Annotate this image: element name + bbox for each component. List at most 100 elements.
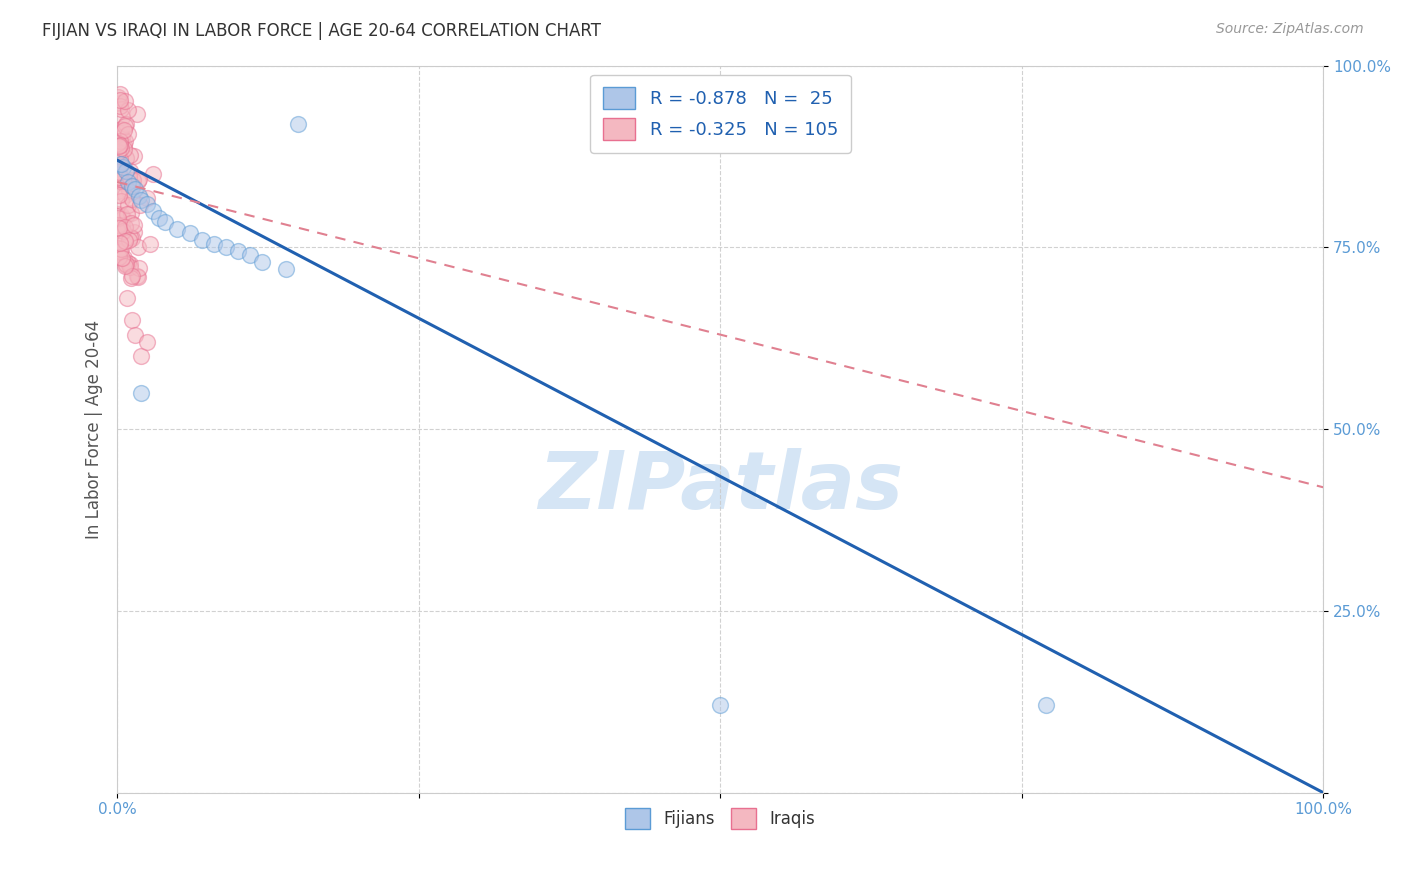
Point bbox=[112, 142, 135, 156]
Point bbox=[118, 169, 141, 183]
Point bbox=[142, 204, 165, 219]
Point bbox=[124, 327, 146, 342]
Point bbox=[108, 126, 131, 140]
Point bbox=[128, 172, 150, 186]
Point bbox=[108, 96, 131, 111]
Point bbox=[114, 94, 136, 108]
Point bbox=[108, 134, 131, 148]
Point bbox=[110, 121, 132, 136]
Point bbox=[114, 119, 136, 133]
Point bbox=[107, 161, 129, 175]
Point bbox=[110, 157, 132, 171]
Point bbox=[108, 169, 131, 184]
Point bbox=[118, 260, 141, 275]
Point bbox=[122, 149, 145, 163]
Point bbox=[108, 223, 131, 237]
Point bbox=[108, 221, 131, 235]
Point bbox=[111, 211, 134, 225]
Point bbox=[108, 174, 131, 188]
Point bbox=[108, 153, 131, 167]
Point bbox=[190, 233, 212, 247]
Point bbox=[115, 291, 138, 305]
Point bbox=[117, 175, 139, 189]
Point bbox=[118, 163, 141, 178]
Point bbox=[108, 99, 131, 113]
Point bbox=[108, 137, 131, 152]
Point bbox=[115, 151, 138, 165]
Point bbox=[108, 244, 131, 259]
Point bbox=[110, 242, 132, 256]
Point bbox=[111, 129, 134, 144]
Point bbox=[128, 189, 150, 203]
Point bbox=[120, 271, 142, 285]
Point bbox=[110, 87, 132, 102]
Point bbox=[110, 172, 132, 186]
Point bbox=[127, 269, 149, 284]
Point bbox=[110, 93, 132, 107]
Point bbox=[107, 90, 129, 104]
Point bbox=[274, 262, 297, 277]
Point bbox=[179, 226, 201, 240]
Point bbox=[1035, 698, 1057, 713]
Point bbox=[142, 167, 165, 181]
Point bbox=[136, 334, 159, 349]
Point bbox=[136, 196, 159, 211]
Point bbox=[112, 251, 135, 265]
Point bbox=[148, 211, 170, 226]
Point bbox=[107, 220, 129, 235]
Point bbox=[709, 698, 731, 713]
Legend: Fijians, Iraqis: Fijians, Iraqis bbox=[619, 802, 823, 835]
Point bbox=[121, 178, 143, 193]
Point bbox=[107, 145, 129, 159]
Point bbox=[112, 137, 135, 152]
Point bbox=[107, 250, 129, 264]
Point bbox=[122, 178, 145, 193]
Point bbox=[108, 165, 131, 179]
Point bbox=[125, 107, 148, 121]
Point bbox=[107, 211, 129, 225]
Point bbox=[127, 239, 149, 253]
Point bbox=[114, 117, 136, 131]
Point bbox=[117, 127, 139, 141]
Point bbox=[124, 182, 146, 196]
Point bbox=[118, 257, 141, 271]
Text: FIJIAN VS IRAQI IN LABOR FORCE | AGE 20-64 CORRELATION CHART: FIJIAN VS IRAQI IN LABOR FORCE | AGE 20-… bbox=[42, 22, 602, 40]
Point bbox=[114, 257, 136, 271]
Point bbox=[117, 256, 139, 270]
Point bbox=[107, 184, 129, 198]
Point bbox=[108, 138, 131, 153]
Point bbox=[114, 188, 136, 202]
Point bbox=[110, 226, 132, 240]
Point bbox=[128, 260, 150, 275]
Text: Source: ZipAtlas.com: Source: ZipAtlas.com bbox=[1216, 22, 1364, 37]
Point bbox=[131, 385, 153, 400]
Point bbox=[155, 215, 177, 229]
Point bbox=[136, 191, 159, 205]
Point bbox=[226, 244, 249, 258]
Point bbox=[121, 313, 143, 327]
Point bbox=[110, 110, 132, 124]
Point bbox=[121, 231, 143, 245]
Point bbox=[114, 234, 136, 248]
Point bbox=[107, 207, 129, 221]
Point bbox=[239, 247, 262, 261]
Point bbox=[117, 103, 139, 118]
Point bbox=[122, 173, 145, 187]
Point bbox=[118, 230, 141, 244]
Point bbox=[108, 241, 131, 255]
Point bbox=[108, 187, 131, 202]
Text: ZIPatlas: ZIPatlas bbox=[537, 449, 903, 526]
Point bbox=[111, 224, 134, 238]
Point bbox=[107, 219, 129, 234]
Point bbox=[131, 350, 153, 364]
Point bbox=[110, 159, 132, 173]
Point bbox=[166, 222, 188, 236]
Point bbox=[110, 103, 132, 117]
Point bbox=[110, 194, 132, 208]
Point bbox=[118, 233, 141, 247]
Point bbox=[118, 148, 141, 162]
Point bbox=[121, 192, 143, 206]
Point bbox=[108, 235, 131, 250]
Point bbox=[114, 219, 136, 234]
Point bbox=[112, 123, 135, 137]
